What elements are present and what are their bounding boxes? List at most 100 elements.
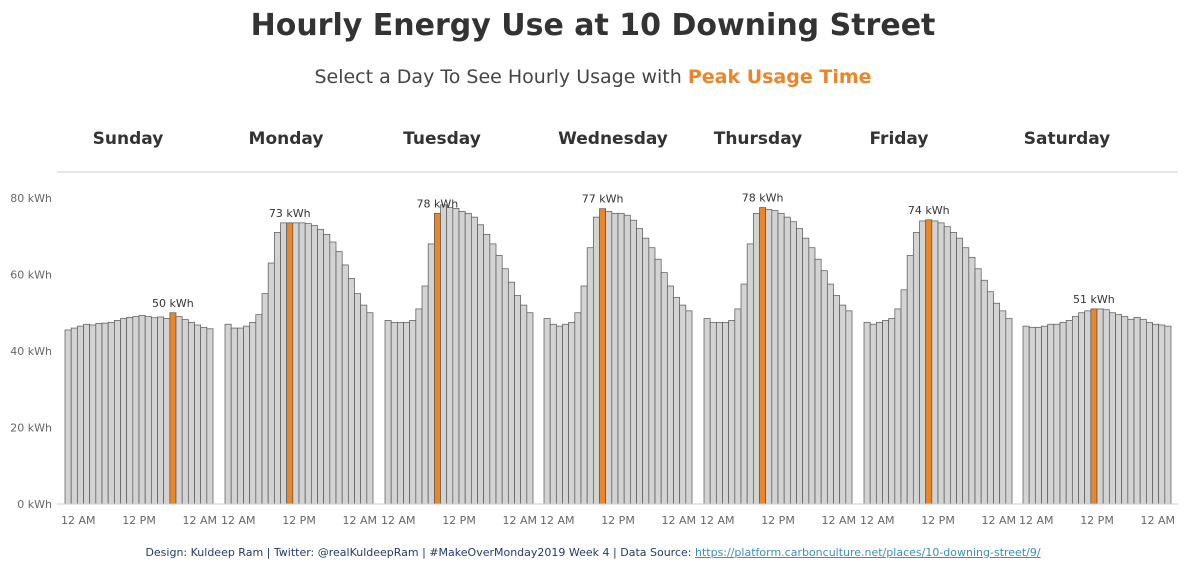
x-tick-label: 12 PM <box>122 514 156 527</box>
page-title: Hourly Energy Use at 10 Downing Street <box>250 8 936 43</box>
bar <box>629 219 637 505</box>
y-tick-label: 40 kWh <box>10 345 52 358</box>
x-tick-label: 12 AM <box>981 514 1016 527</box>
bar <box>1164 325 1172 505</box>
peak-value-label: 74 kWh <box>908 204 950 217</box>
bar <box>814 258 822 505</box>
x-tick-label: 12 AM <box>381 514 416 527</box>
x-tick-label: 12 PM <box>1080 514 1114 527</box>
bar <box>888 318 896 505</box>
bar <box>452 207 460 505</box>
bar <box>181 319 189 505</box>
day-label-sunday[interactable]: Sunday <box>93 129 164 149</box>
bar <box>993 302 1001 505</box>
bar <box>912 232 920 505</box>
bar <box>95 323 103 505</box>
bar <box>568 321 576 505</box>
bar <box>562 323 570 505</box>
bar <box>555 325 563 505</box>
x-tick-label: 12 AM <box>700 514 735 527</box>
bar <box>1034 326 1042 505</box>
bar <box>937 222 945 505</box>
bar <box>740 283 748 505</box>
bar <box>317 229 325 505</box>
bar <box>1115 314 1123 505</box>
bar <box>1059 321 1067 505</box>
panel-saturday: 51 kWh <box>1022 293 1172 505</box>
bar <box>826 283 834 505</box>
x-tick-label: 12 AM <box>61 514 96 527</box>
bar <box>1139 318 1147 505</box>
day-label-thursday[interactable]: Thursday <box>714 129 803 149</box>
bar <box>906 255 914 505</box>
bar <box>501 268 509 505</box>
bar <box>666 285 674 505</box>
bar <box>138 315 146 505</box>
day-label-tuesday[interactable]: Tuesday <box>403 129 481 149</box>
bar <box>777 212 785 505</box>
bar <box>273 232 281 505</box>
bar <box>1152 323 1160 505</box>
bar <box>1065 320 1073 505</box>
bar <box>403 321 411 505</box>
bar <box>113 320 121 505</box>
footer-credits: Design: Kuldeep Ram | Twitter: @realKuld… <box>145 546 692 559</box>
bar <box>679 304 687 505</box>
bar <box>470 216 478 505</box>
bar <box>194 324 202 505</box>
bar <box>507 281 515 505</box>
bar <box>1005 318 1013 505</box>
bar <box>833 295 841 505</box>
x-tick-label: 12 PM <box>921 514 955 527</box>
x-tick-label: 12 AM <box>1140 514 1175 527</box>
bar <box>1108 312 1116 505</box>
bar <box>592 216 600 505</box>
bar <box>477 224 485 505</box>
bar <box>464 212 472 505</box>
day-label-monday[interactable]: Monday <box>249 129 324 149</box>
bar <box>623 214 631 505</box>
data-source-link[interactable]: https://platform.carbonculture.net/place… <box>694 546 1041 559</box>
bar <box>802 237 810 505</box>
bar <box>703 318 711 505</box>
bar <box>549 323 557 505</box>
day-label-wednesday[interactable]: Wednesday <box>558 129 668 149</box>
x-axis: 12 AM 12 PM 12 AM 12 AM 12 PM 12 AM 12 AM 12 PM… <box>61 514 1175 527</box>
bar <box>236 327 244 505</box>
bar <box>304 223 312 505</box>
bar <box>789 221 797 505</box>
day-label-saturday[interactable]: Saturday <box>1024 129 1111 149</box>
bar <box>341 264 349 505</box>
bar <box>64 329 72 505</box>
x-tick-label: 12 AM <box>540 514 575 527</box>
bar <box>796 228 804 505</box>
peak-bar <box>286 222 294 505</box>
bar <box>642 237 650 505</box>
bar <box>586 247 594 505</box>
bar <box>489 243 497 505</box>
peak-bar <box>759 207 767 505</box>
bar <box>163 318 171 505</box>
bar <box>1022 325 1030 505</box>
x-tick-label: 12 AM <box>221 514 256 527</box>
peak-value-label: 78 kWh <box>742 192 784 205</box>
subtitle: Select a Day To See Hourly Usage with Pe… <box>0 66 1186 88</box>
x-tick-label: 12 AM <box>821 514 856 527</box>
bar <box>206 328 214 505</box>
bar <box>384 320 392 505</box>
bar <box>483 233 491 505</box>
y-tick-label: 60 kWh <box>10 269 52 282</box>
bar <box>440 204 448 505</box>
peak-bar <box>169 312 177 505</box>
bar <box>1145 321 1153 505</box>
day-label-friday[interactable]: Friday <box>870 129 929 149</box>
bar <box>931 220 939 505</box>
y-tick-label: 0 kWh <box>17 498 52 511</box>
bar <box>728 320 736 505</box>
y-axis: 0 kWh 20 kWh 40 kWh 60 kWh 80 kWh <box>10 192 52 511</box>
bar <box>144 316 152 505</box>
bar <box>132 316 140 505</box>
bar <box>335 251 343 505</box>
bar <box>919 220 927 505</box>
bar <box>292 222 300 505</box>
